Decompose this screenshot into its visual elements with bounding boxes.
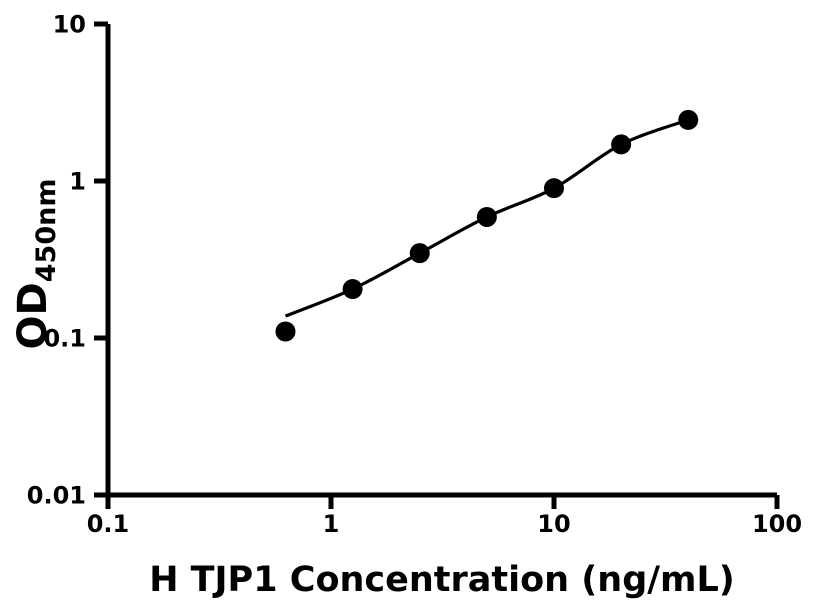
- data-point: [544, 178, 564, 199]
- data-point: [409, 243, 430, 264]
- data-point: [611, 134, 632, 155]
- data-point: [678, 109, 699, 130]
- data-point: [342, 279, 363, 300]
- x-axis-tick-label: 100: [752, 510, 802, 538]
- y-axis-title: OD450nm: [10, 179, 62, 350]
- x-axis-tick-label: 1: [323, 510, 340, 538]
- x-axis-tick-label: 0.1: [87, 510, 130, 538]
- y-axis-title-main: OD: [10, 282, 56, 349]
- x-axis-tick-label: 10: [537, 510, 570, 538]
- data-point: [275, 321, 296, 342]
- data-point: [476, 206, 497, 227]
- y-axis-tick-label: 0.01: [27, 482, 86, 510]
- axis-spines: [105, 24, 777, 498]
- x-axis-title: H TJP1 Concentration (ng/mL): [149, 560, 735, 600]
- y-axis-tick-label: 0.1: [43, 325, 86, 353]
- y-axis-title-subscript: 450nm: [31, 179, 62, 283]
- y-axis-tick-label: 1: [69, 168, 86, 196]
- series-layer: [275, 109, 699, 342]
- y-axis-tick-label: 10: [53, 11, 86, 39]
